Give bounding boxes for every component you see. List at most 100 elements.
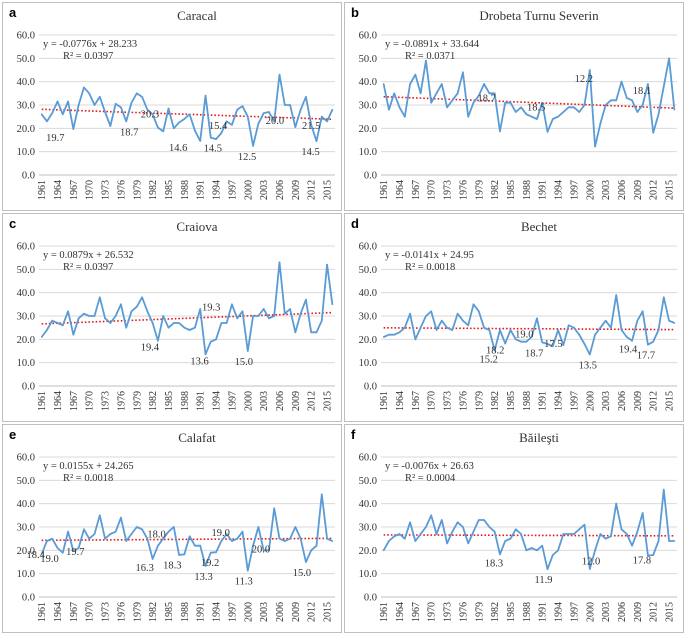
x-tick-label: 1991 <box>538 602 549 622</box>
y-tick-label: 30.0 <box>359 101 377 112</box>
data-point <box>72 333 75 336</box>
data-point <box>257 315 260 317</box>
y-tick-label: 0.0 <box>22 593 35 604</box>
data-point <box>382 83 385 85</box>
data-point <box>40 113 43 116</box>
data-point <box>151 113 154 116</box>
data-annotation: 15.4 <box>209 121 228 132</box>
data-point <box>594 549 596 552</box>
y-tick-label: 20.0 <box>17 335 35 346</box>
data-point <box>631 544 633 547</box>
data-point <box>194 129 196 132</box>
data-point <box>419 92 422 95</box>
data-point <box>262 112 265 114</box>
data-point <box>236 317 239 320</box>
data-point <box>93 315 96 317</box>
data-annotation: 13.3 <box>194 572 212 583</box>
data-point <box>88 92 91 95</box>
data-point <box>315 140 318 142</box>
data-point <box>83 86 85 89</box>
data-point <box>188 535 191 538</box>
data-point <box>514 111 517 113</box>
data-point <box>98 514 101 517</box>
data-point <box>310 549 313 552</box>
data-point <box>61 113 64 116</box>
data-point <box>652 131 655 134</box>
data-point <box>188 329 191 331</box>
x-tick-label: 2012 <box>307 180 318 200</box>
x-tick-label: 1967 <box>69 180 80 200</box>
data-point <box>514 528 517 531</box>
data-point <box>204 565 207 567</box>
data-annotation: 15.0 <box>293 568 311 579</box>
x-tick-label: 2003 <box>601 180 612 200</box>
x-tick-label: 1970 <box>427 602 438 622</box>
data-annotation: 21.5 <box>302 121 320 132</box>
data-point <box>135 305 138 308</box>
x-tick-label: 2000 <box>243 180 254 200</box>
data-point <box>215 551 217 553</box>
chart-panel-f: f Băileşti 0.0 10.0 20.0 30.0 40.0 50.0 60.0 1961… <box>344 424 684 633</box>
data-point <box>194 544 196 547</box>
data-point <box>130 310 133 313</box>
y-tick-label: 20.0 <box>359 546 377 557</box>
data-point <box>578 528 581 531</box>
data-point <box>88 537 91 540</box>
data-point <box>625 97 628 99</box>
x-tick-label: 1982 <box>148 602 159 622</box>
data-point <box>625 533 628 535</box>
data-point <box>472 530 475 533</box>
x-tick-label: 1964 <box>53 602 64 622</box>
data-series-line <box>40 73 334 147</box>
data-point <box>477 310 480 313</box>
x-tick-label: 2006 <box>275 180 286 200</box>
y-tick-label: 60.0 <box>17 31 35 42</box>
y-tick-label: 20.0 <box>17 124 35 135</box>
data-point <box>398 533 401 535</box>
data-annotation: 14.6 <box>169 143 187 154</box>
data-point <box>557 549 559 552</box>
panel-letter: f <box>351 427 356 442</box>
data-point <box>493 92 496 95</box>
data-point <box>467 115 470 118</box>
x-tick-label: 1979 <box>132 602 143 622</box>
x-tick-label: 1985 <box>164 180 175 200</box>
data-annotation: 19.7 <box>66 547 84 558</box>
x-tick-label: 1985 <box>164 391 175 411</box>
data-point <box>546 568 549 571</box>
data-point <box>120 106 122 109</box>
x-tick-label: 1988 <box>180 391 191 411</box>
y-tick-label: 20.0 <box>17 546 35 557</box>
data-point <box>430 310 433 313</box>
x-tick-label: 1997 <box>227 180 238 200</box>
data-series-line <box>382 488 675 571</box>
data-point <box>641 104 644 106</box>
x-tick-label: 1967 <box>411 180 422 200</box>
data-point <box>77 317 80 320</box>
data-annotation: 14.5 <box>204 144 222 155</box>
data-point <box>641 512 644 514</box>
data-point <box>414 540 417 542</box>
data-point <box>573 326 575 329</box>
data-point <box>578 111 581 113</box>
data-point <box>440 519 443 521</box>
r-squared: R² = 0.0018 <box>63 473 113 484</box>
data-annotation: 20.3 <box>141 110 159 121</box>
y-tick-label: 0.0 <box>364 382 377 393</box>
data-point <box>668 57 670 60</box>
data-point <box>162 130 165 133</box>
data-point <box>77 547 80 549</box>
data-point <box>472 303 475 306</box>
x-tick-label: 1985 <box>506 602 517 622</box>
data-annotation: 19.0 <box>40 554 58 565</box>
data-point <box>130 533 133 535</box>
panel-letter: a <box>9 5 17 20</box>
chart-panel-e: e Calafat 0.0 10.0 20.0 30.0 40.0 50.0 60.0 1961 1… <box>2 424 342 633</box>
chart-svg-d: d Bechet 0.0 10.0 20.0 30.0 40.0 50.0 60.0 1961 19… <box>351 216 677 411</box>
x-tick-label: 2009 <box>291 180 302 200</box>
x-tick-label: 2009 <box>291 602 302 622</box>
x-tick-label: 2015 <box>323 602 334 622</box>
data-point <box>456 92 459 95</box>
data-point <box>440 319 443 322</box>
x-tick-label: 1973 <box>101 180 112 200</box>
